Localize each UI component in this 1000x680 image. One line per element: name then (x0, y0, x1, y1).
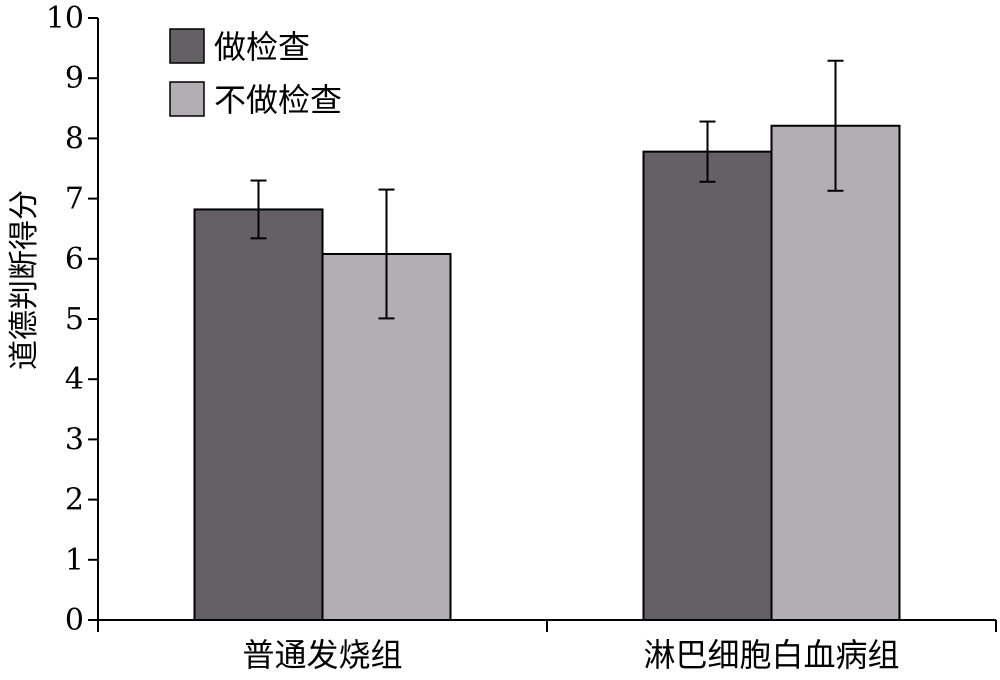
bar-1-1 (770, 124, 901, 622)
y-tick-label: 5 (65, 302, 84, 337)
error-bars (250, 59, 844, 320)
y-tick-label: 2 (65, 483, 84, 518)
y-tick-label: 7 (65, 182, 84, 217)
x-category-label: 普通发烧组 (242, 636, 402, 674)
x-axis: 普通发烧组 淋巴细胞白血病组 (97, 619, 997, 674)
legend-swatch-exam (169, 28, 205, 64)
bar-1-0 (642, 150, 773, 621)
legend-swatch-no-exam (169, 81, 205, 117)
legend-label-exam: 做检查 (214, 28, 310, 66)
y-tick-label: 0 (65, 603, 84, 638)
y-tick-label: 8 (65, 121, 84, 156)
bar-0-0 (193, 208, 324, 621)
y-axis-label: 道德判断得分 (7, 190, 42, 370)
y-tick-label: 9 (65, 61, 84, 96)
y-tick-label: 10 (46, 1, 84, 36)
legend: 做检查 不做检查 (169, 28, 342, 119)
y-tick-label: 4 (65, 362, 84, 397)
x-category-label: 淋巴细胞白血病组 (643, 636, 899, 674)
y-axis: 0 1 2 3 4 5 6 7 8 9 10 (46, 1, 99, 638)
legend-label-no-exam: 不做检查 (214, 81, 342, 119)
y-tick-label: 6 (65, 242, 84, 277)
bars (193, 124, 901, 622)
y-tick-label: 3 (65, 422, 84, 457)
y-tick-label: 1 (65, 543, 84, 578)
